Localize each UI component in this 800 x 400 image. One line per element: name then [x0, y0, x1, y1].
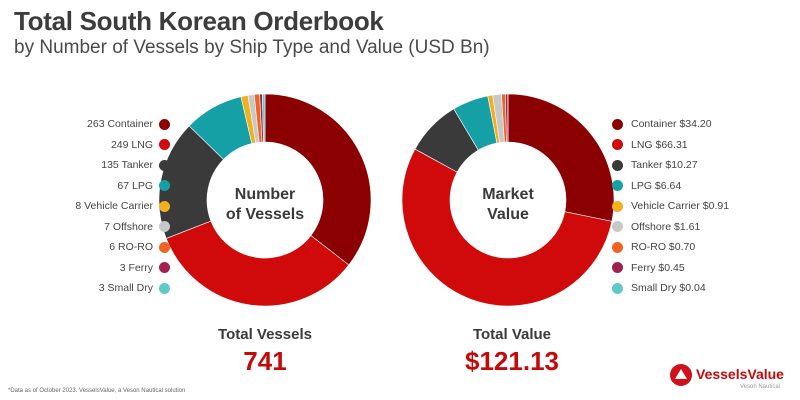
legend-label: 263 Container [87, 118, 153, 131]
legend-label: Offshore $1.61 [631, 220, 701, 233]
total-value-amount: $121.13 [465, 346, 559, 376]
legend-swatch [159, 118, 170, 130]
legend-label: LPG $6.64 [631, 179, 682, 192]
legend-swatch [612, 262, 623, 274]
legend-item-small-dry: 3 Small Dry [75, 278, 170, 299]
legend-label: 135 Tanker [101, 159, 153, 172]
legend-item-lpg: 67 LPG [75, 176, 170, 197]
legend-swatch [612, 139, 623, 151]
value-donut [401, 93, 615, 307]
legend-label: 249 LNG [110, 138, 153, 151]
legend-item-small-dry: Small Dry $0.04 [612, 278, 729, 299]
legend-swatch [159, 282, 170, 294]
legend-swatch [159, 180, 170, 192]
legend-swatch [159, 241, 170, 253]
legend-swatch [159, 200, 170, 212]
legend-label: Vehicle Carrier $0.91 [631, 200, 730, 213]
legend-label: 8 Vehicle Carrier [75, 200, 153, 213]
legend-item-ro-ro: RO-RO $0.70 [612, 237, 729, 258]
legend-label: 7 Offshore [104, 220, 153, 233]
value-center-line-1: Market [482, 186, 534, 203]
legend-swatch [159, 159, 170, 171]
vessels-center-line-1: Number [235, 186, 295, 203]
legend-swatch [612, 200, 623, 212]
legend-item-vehicle-carrier: 8 Vehicle Carrier [75, 196, 170, 217]
legend-swatch [612, 282, 623, 294]
legend-swatch [612, 118, 623, 130]
legend-swatch [159, 139, 170, 151]
legend-item-offshore: Offshore $1.61 [612, 217, 729, 238]
vessels-center-label: Number of Vessels [226, 186, 304, 223]
donut-hole [450, 142, 566, 258]
brand-logo: VesselsValue Veson Nautical [670, 362, 795, 396]
legend-item-lpg: LPG $6.64 [612, 176, 729, 197]
legend-item-tanker: 135 Tanker [75, 155, 170, 176]
donut-hole [207, 142, 323, 258]
value-center-line-2: Value [487, 206, 529, 223]
legend-label: Ferry $0.45 [631, 261, 685, 274]
legend-item-lng: LNG $66.31 [612, 135, 729, 156]
legend-swatch [159, 221, 170, 233]
total-vessels-label: Total Vessels [218, 326, 312, 343]
footnote: *Data as of October 2023. VesselsValue, … [8, 388, 186, 394]
legend-item-container: 263 Container [75, 114, 170, 135]
value-legend: Container $34.20 LNG $66.31 Tanker $10.27 L… [612, 114, 729, 299]
legend-item-lng: 249 LNG [75, 135, 170, 156]
legend-label: 67 LPG [117, 179, 153, 192]
legend-label: Container $34.20 [631, 118, 712, 131]
legend-label: LNG $66.31 [631, 138, 688, 151]
legend-label: Tanker $10.27 [631, 159, 698, 172]
chart-subtitle: by Number of Vessels by Ship Type and Va… [14, 37, 490, 58]
legend-item-ferry: Ferry $0.45 [612, 258, 729, 279]
vessels-center-line-2: of Vessels [226, 206, 304, 223]
legend-swatch [612, 241, 623, 253]
legend-swatch [612, 180, 623, 192]
legend-label: Small Dry $0.04 [631, 282, 706, 295]
legend-item-tanker: Tanker $10.27 [612, 155, 729, 176]
total-value-label: Total Value [472, 326, 552, 343]
legend-swatch [612, 159, 623, 171]
vessels-donut [158, 93, 372, 307]
legend-item-vehicle-carrier: Vehicle Carrier $0.91 [612, 196, 729, 217]
legend-item-container: Container $34.20 [612, 114, 729, 135]
legend-item-ro-ro: 6 RO-RO [75, 237, 170, 258]
legend-item-offshore: 7 Offshore [75, 217, 170, 238]
total-vessels-value: 741 [243, 346, 287, 376]
legend-item-ferry: 3 Ferry [75, 258, 170, 279]
brand-name: VesselsValue [696, 366, 784, 382]
legend-label: 6 RO-RO [109, 241, 153, 254]
brand-tagline: Veson Nautical [740, 384, 781, 390]
chart-title: Total South Korean Orderbook [14, 6, 384, 36]
legend-swatch [159, 262, 170, 274]
value-center-label: Market Value [482, 186, 534, 223]
legend-label: 3 Small Dry [98, 282, 153, 295]
vessels-legend: 263 Container 249 LNG 135 Tanker 67 LPG 8 Ve… [75, 114, 170, 299]
legend-label: 3 Ferry [119, 261, 153, 274]
vesselsvalue-logo-icon [670, 364, 692, 386]
legend-label: RO-RO $0.70 [631, 241, 696, 254]
legend-swatch [612, 221, 623, 233]
